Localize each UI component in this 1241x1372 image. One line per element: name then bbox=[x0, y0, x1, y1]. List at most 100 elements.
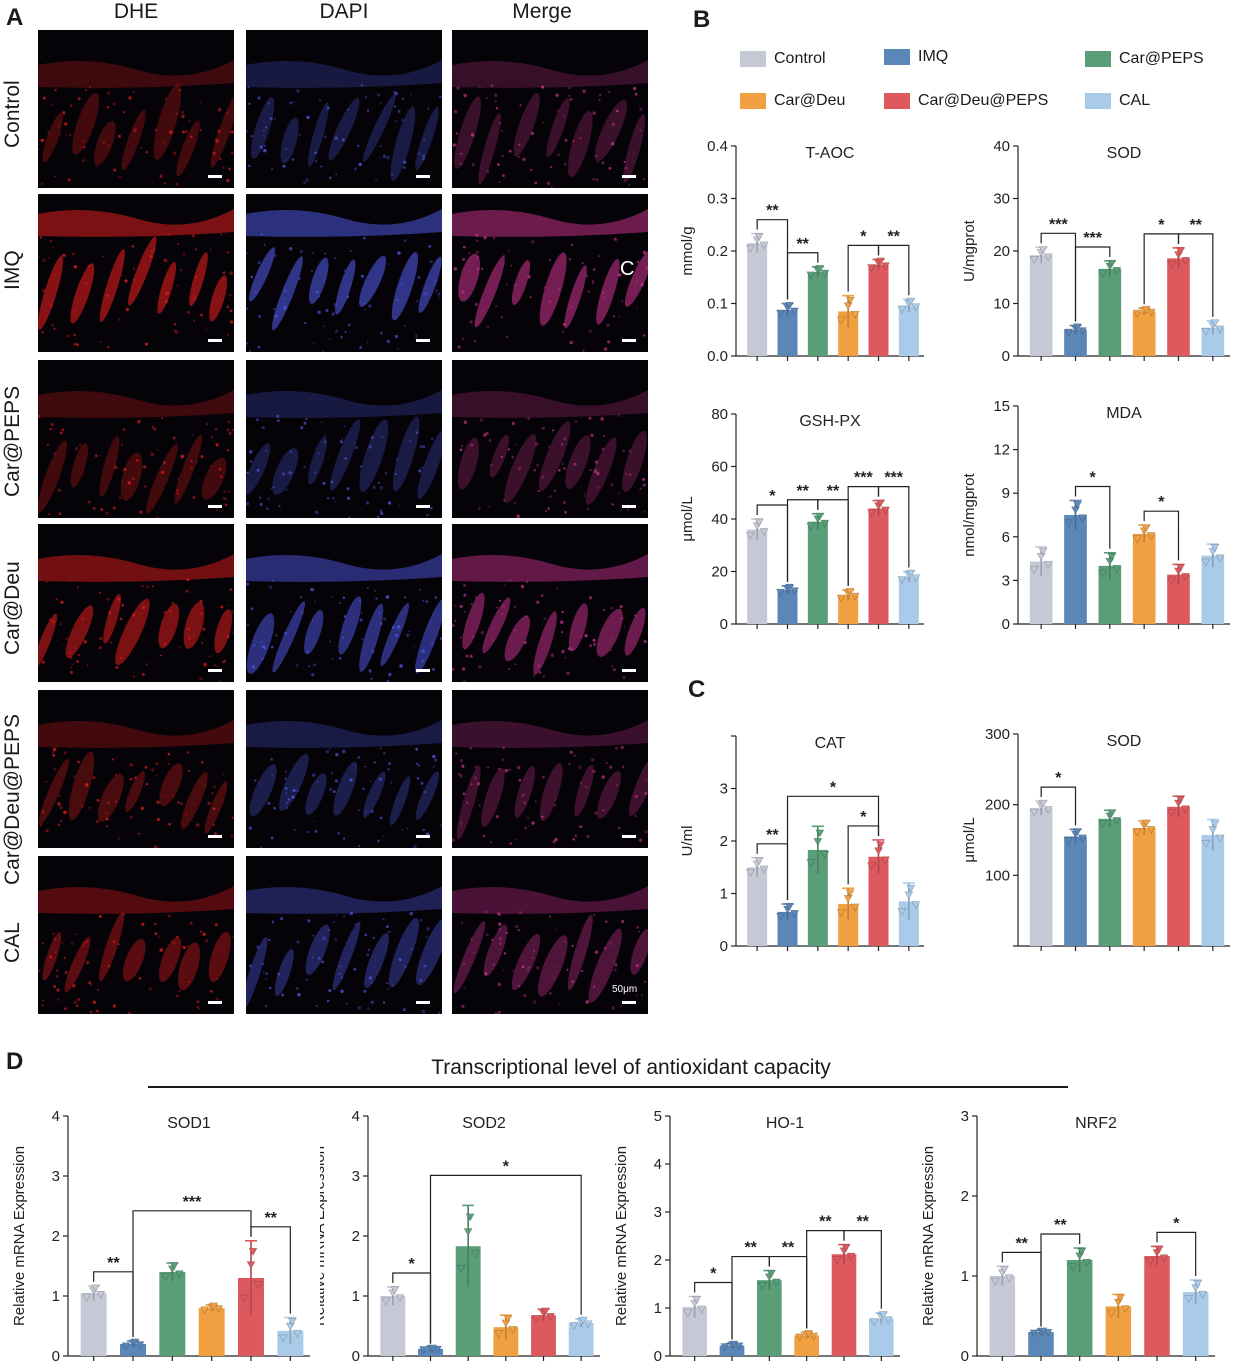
significance-label: ** bbox=[856, 1214, 869, 1231]
significance-bracket bbox=[1074, 246, 1111, 322]
speckle bbox=[77, 653, 80, 656]
speckle bbox=[502, 254, 506, 258]
speckle bbox=[58, 512, 62, 516]
speckle bbox=[106, 91, 111, 95]
speckle bbox=[402, 1008, 406, 1012]
speckle bbox=[501, 155, 504, 158]
data-point bbox=[1038, 547, 1048, 556]
speckle bbox=[225, 112, 229, 115]
speckle bbox=[316, 781, 319, 784]
follicle-shape bbox=[391, 251, 419, 321]
speckle bbox=[139, 510, 143, 515]
data-point bbox=[1112, 817, 1122, 825]
y-tick-label: 100 bbox=[985, 867, 1010, 884]
follicle-shape bbox=[333, 761, 358, 816]
y-tick-label: 1 bbox=[654, 1300, 662, 1317]
speckle bbox=[472, 951, 475, 954]
speckle bbox=[178, 646, 181, 649]
speckle bbox=[121, 480, 124, 483]
speckle bbox=[504, 769, 508, 773]
micrograph-dapi-4 bbox=[246, 524, 442, 682]
speckle bbox=[601, 291, 605, 295]
data-point bbox=[96, 1290, 106, 1299]
speckle bbox=[84, 89, 87, 92]
speckle bbox=[541, 815, 544, 818]
speckle bbox=[202, 932, 206, 936]
speckle bbox=[382, 835, 384, 838]
speckle bbox=[115, 773, 117, 776]
speckle bbox=[250, 460, 253, 463]
y-axis-label: mmol/g bbox=[679, 226, 696, 275]
speckle bbox=[395, 633, 399, 637]
speckle bbox=[563, 467, 566, 470]
speckle bbox=[67, 178, 71, 182]
speckle bbox=[38, 969, 41, 973]
speckle bbox=[508, 668, 511, 670]
speckle bbox=[569, 340, 573, 345]
speckle bbox=[519, 104, 522, 107]
data-point bbox=[1077, 327, 1088, 336]
speckle bbox=[259, 496, 262, 499]
significance-bracket bbox=[877, 486, 910, 568]
speckle bbox=[386, 982, 389, 985]
data-point bbox=[1077, 1248, 1087, 1256]
data-point bbox=[990, 1277, 1000, 1286]
speckle bbox=[184, 129, 188, 134]
data-point bbox=[843, 895, 853, 903]
speckle bbox=[474, 765, 478, 769]
speckle bbox=[342, 138, 345, 142]
speckle bbox=[306, 115, 310, 120]
bar bbox=[1132, 311, 1156, 356]
speckle bbox=[409, 93, 412, 96]
speckle bbox=[499, 942, 502, 945]
data-point bbox=[1082, 1258, 1092, 1267]
y-tick-label: 0.0 bbox=[707, 348, 728, 365]
significance-label: ** bbox=[766, 203, 779, 220]
data-point bbox=[806, 271, 816, 280]
speckle bbox=[311, 956, 315, 959]
follicle-shape bbox=[504, 615, 531, 662]
speckle bbox=[624, 166, 628, 170]
speckle bbox=[614, 962, 618, 965]
speckle bbox=[40, 138, 44, 142]
speckle bbox=[195, 461, 198, 464]
speckle bbox=[583, 496, 586, 498]
speckle bbox=[206, 423, 208, 426]
chart-cat: 0 1 2 3 U/ml CAT ** * * bbox=[636, 730, 942, 965]
y-tick-label: 4 bbox=[52, 1108, 60, 1125]
speckle bbox=[64, 970, 68, 975]
speckle bbox=[420, 466, 424, 470]
speckle bbox=[329, 748, 331, 750]
follicle-shape bbox=[453, 920, 486, 994]
speckle bbox=[552, 429, 555, 432]
speckle bbox=[397, 109, 401, 113]
speckle bbox=[360, 274, 364, 278]
legend-label: IMQ bbox=[918, 48, 949, 65]
speckle bbox=[515, 838, 518, 841]
speckle bbox=[106, 105, 110, 109]
y-tick-label: 1 bbox=[352, 1288, 360, 1305]
speckle bbox=[66, 637, 68, 640]
speckle bbox=[599, 94, 601, 97]
speckle bbox=[82, 944, 85, 947]
speckle bbox=[119, 617, 123, 621]
speckle bbox=[563, 501, 566, 504]
speckle bbox=[69, 104, 73, 107]
speckle bbox=[260, 641, 263, 644]
speckle bbox=[39, 236, 42, 239]
data-point bbox=[1043, 253, 1053, 262]
speckle bbox=[134, 776, 137, 780]
speckle bbox=[92, 507, 96, 511]
follicle-shape bbox=[624, 249, 648, 307]
y-tick-label: 1 bbox=[52, 1288, 60, 1305]
follicle-shape bbox=[103, 593, 121, 644]
speckle bbox=[601, 775, 605, 779]
y-tick-label: 4 bbox=[352, 1108, 360, 1125]
micrograph-image bbox=[452, 360, 648, 518]
scale-bar bbox=[622, 339, 636, 342]
speckle bbox=[338, 972, 342, 976]
speckle bbox=[592, 769, 596, 774]
follicle-shape bbox=[246, 936, 268, 1012]
speckle bbox=[587, 290, 590, 293]
